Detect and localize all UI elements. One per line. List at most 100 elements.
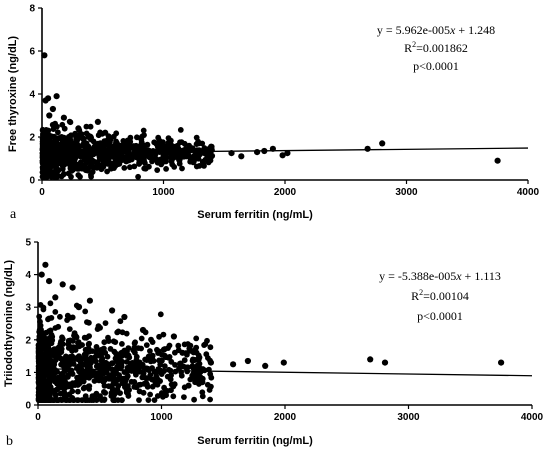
data-point bbox=[41, 155, 48, 162]
panel-b-r-squared: R2=0.00104 bbox=[411, 288, 469, 303]
data-point bbox=[88, 173, 94, 180]
panel-b-regression-line bbox=[37, 368, 533, 377]
data-point bbox=[52, 357, 59, 363]
data-point bbox=[43, 362, 49, 369]
data-point bbox=[90, 138, 97, 145]
data-point-outlier bbox=[121, 313, 128, 321]
y-tick-label: 0 bbox=[25, 401, 31, 412]
data-point bbox=[110, 133, 117, 140]
data-point bbox=[148, 336, 154, 343]
data-point bbox=[75, 356, 82, 363]
data-point bbox=[170, 393, 177, 400]
data-point bbox=[98, 397, 105, 403]
data-point bbox=[65, 149, 72, 156]
data-point bbox=[181, 357, 188, 364]
data-point bbox=[93, 397, 100, 403]
panel-b-p-value: p<0.0001 bbox=[417, 309, 463, 323]
data-point bbox=[207, 371, 214, 377]
data-point bbox=[193, 349, 200, 356]
data-point-outlier bbox=[160, 346, 168, 353]
panel-a-p-value: p<0.0001 bbox=[413, 59, 459, 73]
data-point bbox=[46, 370, 53, 377]
data-point bbox=[115, 328, 122, 335]
data-point bbox=[136, 397, 142, 403]
data-point bbox=[105, 334, 111, 341]
data-point bbox=[159, 352, 165, 358]
data-point bbox=[147, 348, 153, 354]
x-tick-label: 1000 bbox=[152, 187, 175, 198]
data-point bbox=[117, 318, 124, 325]
data-point bbox=[193, 134, 200, 141]
data-point bbox=[67, 397, 74, 403]
data-point bbox=[207, 396, 214, 403]
data-point bbox=[132, 349, 138, 356]
data-point bbox=[73, 154, 79, 161]
y-tick-label: 5 bbox=[25, 238, 31, 249]
x-tick-label: 2000 bbox=[274, 187, 297, 198]
data-point-outlier bbox=[184, 145, 191, 152]
data-point bbox=[52, 309, 59, 315]
data-point bbox=[75, 388, 81, 395]
data-point bbox=[73, 136, 80, 143]
data-point bbox=[115, 383, 122, 389]
data-point bbox=[193, 335, 200, 342]
panel-b-points bbox=[35, 261, 505, 403]
data-point bbox=[109, 386, 116, 393]
data-point bbox=[155, 134, 162, 141]
data-point bbox=[172, 349, 178, 356]
data-point bbox=[60, 161, 67, 168]
data-point bbox=[67, 359, 74, 366]
data-point bbox=[75, 172, 82, 178]
data-point bbox=[69, 314, 76, 321]
data-point bbox=[47, 389, 54, 396]
data-point bbox=[102, 390, 109, 396]
data-point bbox=[112, 339, 119, 345]
data-point bbox=[104, 361, 111, 367]
data-point bbox=[126, 164, 133, 171]
data-point bbox=[116, 155, 122, 161]
data-point bbox=[185, 382, 192, 389]
data-point bbox=[123, 375, 130, 382]
data-point bbox=[48, 133, 55, 140]
data-point bbox=[123, 158, 129, 165]
data-point bbox=[131, 340, 138, 347]
panel-b: 0 1000 2000 3000 4000 0 1 2 3 4 5 Serum ferritin (… bbox=[3, 238, 544, 450]
data-point bbox=[57, 396, 64, 403]
data-point bbox=[93, 344, 100, 350]
data-point bbox=[163, 166, 170, 172]
data-point bbox=[38, 371, 45, 378]
data-point-outlier bbox=[364, 145, 371, 152]
data-point bbox=[112, 355, 119, 362]
data-point bbox=[204, 381, 211, 388]
data-point-outlier bbox=[195, 356, 202, 363]
data-point bbox=[36, 378, 42, 385]
data-point bbox=[59, 121, 66, 128]
data-point bbox=[44, 397, 51, 403]
data-point bbox=[160, 331, 167, 338]
data-point bbox=[125, 383, 131, 389]
data-point bbox=[36, 313, 43, 320]
data-point bbox=[117, 390, 123, 396]
panel-a-ticks: 0 1000 2000 3000 4000 0 2 4 6 8 bbox=[29, 4, 539, 199]
data-point bbox=[65, 337, 72, 344]
data-point bbox=[127, 145, 134, 151]
data-point bbox=[103, 159, 109, 166]
y-tick-label: 8 bbox=[29, 4, 35, 15]
data-point bbox=[48, 348, 55, 355]
data-point bbox=[47, 300, 54, 307]
panel-a-regression-line bbox=[41, 147, 529, 154]
data-point bbox=[131, 379, 138, 385]
y-tick-label: 0 bbox=[29, 176, 35, 187]
data-point bbox=[40, 330, 46, 337]
data-point-outlier bbox=[367, 356, 374, 363]
data-point bbox=[87, 123, 94, 130]
data-point bbox=[179, 165, 185, 172]
data-point bbox=[169, 143, 176, 149]
data-point bbox=[80, 142, 87, 149]
data-point bbox=[132, 145, 139, 151]
data-point bbox=[61, 368, 68, 375]
data-point bbox=[72, 130, 78, 137]
data-point bbox=[62, 393, 69, 400]
data-point bbox=[60, 155, 67, 162]
data-point bbox=[192, 379, 199, 386]
